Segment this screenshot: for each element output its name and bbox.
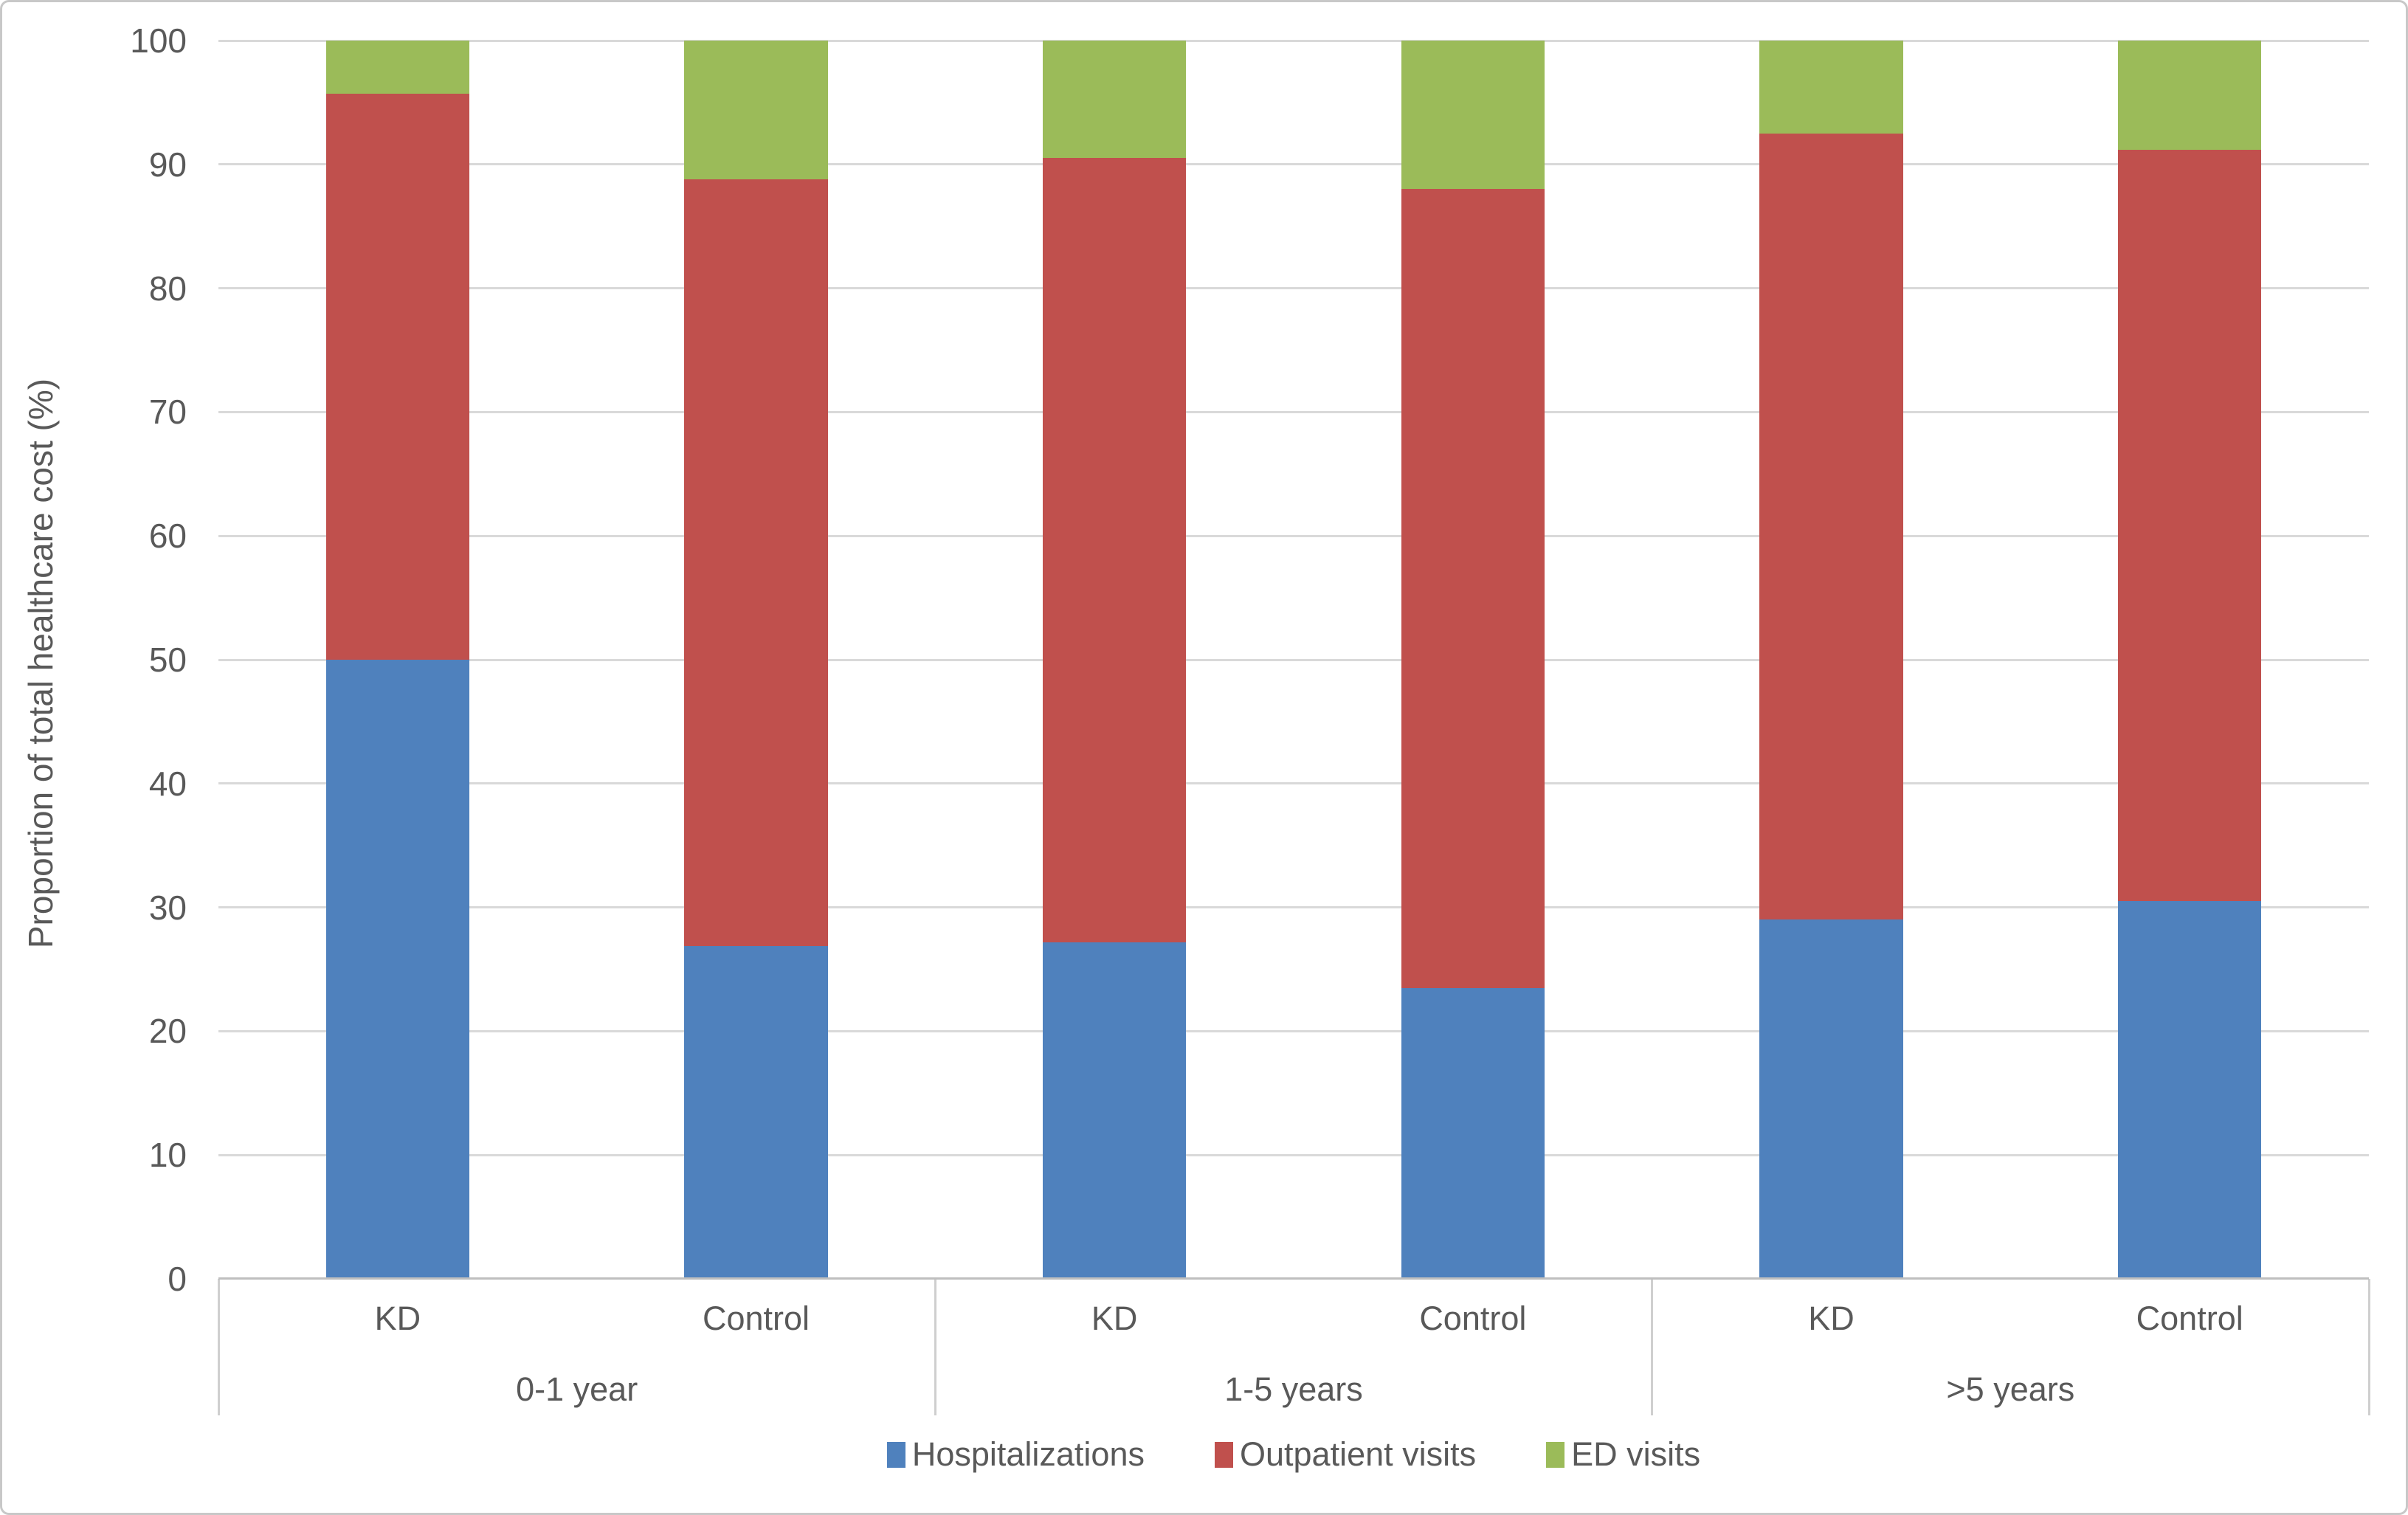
legend-item-outpatient-visits: Outpatient visits <box>1214 1435 1477 1474</box>
gridline-20 <box>218 1029 2369 1032</box>
bar-segment-gt-5-years-control-hospitalizations <box>2118 901 2262 1279</box>
gridline-40 <box>218 782 2369 785</box>
bar-segment-0-1-year-kd-hospitalizations <box>325 660 469 1279</box>
legend-item-hospitalizations: Hospitalizations <box>886 1435 1145 1474</box>
y-tick-label-0: 0 <box>168 1260 187 1298</box>
bar-slot-0-1-year-control-1 <box>577 41 936 1279</box>
bar-slot-gt-5-years-control-5 <box>2010 41 2369 1279</box>
bar-segment-0-1-year-control-hospitalizations <box>684 945 828 1279</box>
y-tick-label-90: 90 <box>148 145 187 184</box>
axis-group-separator-3 <box>2367 1279 2370 1415</box>
category-label-0-1-year-kd: KD <box>374 1300 421 1337</box>
bar-segment-1-5-years-control-hospitalizations <box>1401 987 1545 1279</box>
bar-slot-1-5-years-control-3 <box>1294 41 1652 1279</box>
bar-segment-gt-5-years-kd-outpatient-visits <box>1759 133 1903 920</box>
bar-slot-1-5-years-kd-2 <box>935 41 1294 1279</box>
legend-label-outpatient-visits: Outpatient visits <box>1239 1435 1477 1473</box>
gridline-80 <box>218 287 2369 290</box>
bar-segment-0-1-year-control-ed-visits <box>684 41 828 179</box>
bar-slot-gt-5-years-kd-4 <box>1652 41 2011 1279</box>
legend-label-ed-visits: ED visits <box>1571 1435 1701 1473</box>
legend-swatch-ed-visits <box>1546 1441 1565 1468</box>
bar-segment-0-1-year-control-outpatient-visits <box>684 179 828 946</box>
y-tick-label-70: 70 <box>148 393 187 432</box>
y-tick-label-80: 80 <box>148 269 187 308</box>
y-tick-label-10: 10 <box>148 1136 187 1175</box>
stacked-bar-0-1-year-control <box>684 41 828 1279</box>
stacked-bar-1-5-years-kd <box>1043 41 1187 1279</box>
gridline-100 <box>218 39 2369 42</box>
category-label-gt-5-years-kd: KD <box>1808 1300 1855 1337</box>
y-tick-label-30: 30 <box>148 888 187 927</box>
y-axis-tick-labels: 0 10 20 30 40 50 60 70 80 90 100 <box>2 21 187 1298</box>
category-label-gt-5-years-control: Control <box>2136 1300 2243 1337</box>
gridline-10 <box>218 1153 2369 1156</box>
category-label-0-1-year-control: Control <box>702 1300 810 1337</box>
plot-area <box>218 39 2369 1279</box>
stacked-bar-1-5-years-control <box>1401 41 1545 1279</box>
bar-segment-1-5-years-control-outpatient-visits <box>1401 189 1545 988</box>
gridline-70 <box>218 410 2369 413</box>
category-label-row: KD Control KD Control KD Control <box>218 1298 2369 1339</box>
x-axis-line <box>218 1277 2369 1280</box>
stacked-bar-gt-5-years-kd <box>1759 41 1903 1279</box>
legend-swatch-outpatient-visits <box>1214 1441 1233 1468</box>
bar-segment-0-1-year-kd-ed-visits <box>325 41 469 94</box>
gridline-60 <box>218 534 2369 537</box>
category-label-1-5-years-kd: KD <box>1091 1300 1138 1337</box>
legend-item-ed-visits: ED visits <box>1546 1435 1700 1474</box>
stacked-bar-gt-5-years-control <box>2118 41 2262 1279</box>
legend: Hospitalizations Outpatient visits ED visi… <box>218 1428 2369 1481</box>
bar-segment-1-5-years-kd-outpatient-visits <box>1043 158 1187 942</box>
bar-segment-0-1-year-kd-outpatient-visits <box>325 94 469 660</box>
gridline-30 <box>218 906 2369 909</box>
bars-container <box>218 41 2369 1279</box>
gridline-90 <box>218 163 2369 166</box>
group-label-gt-5-years: >5 years <box>1946 1370 2075 1408</box>
y-tick-label-60: 60 <box>148 517 187 556</box>
bar-segment-1-5-years-control-ed-visits <box>1401 41 1545 190</box>
bar-segment-gt-5-years-kd-ed-visits <box>1759 41 1903 134</box>
bar-segment-1-5-years-kd-ed-visits <box>1043 41 1187 159</box>
category-label-1-5-years-control: Control <box>1419 1300 1527 1337</box>
group-label-row: 0-1 year 1-5 years >5 years <box>218 1369 2369 1410</box>
y-tick-label-100: 100 <box>130 21 187 60</box>
axis-group-separator-2 <box>1651 1279 1654 1415</box>
group-label-0-1-year: 0-1 year <box>516 1370 638 1408</box>
axis-group-separator-1 <box>934 1279 936 1415</box>
gridline-50 <box>218 658 2369 661</box>
axis-group-separator-0 <box>217 1279 220 1415</box>
bar-segment-gt-5-years-control-ed-visits <box>2118 41 2262 150</box>
bar-segment-1-5-years-kd-hospitalizations <box>1043 942 1187 1279</box>
y-tick-label-50: 50 <box>148 641 187 679</box>
bar-segment-gt-5-years-kd-hospitalizations <box>1759 919 1903 1279</box>
stacked-bar-0-1-year-kd <box>325 41 469 1279</box>
group-label-1-5-years: 1-5 years <box>1224 1370 1363 1408</box>
y-tick-label-40: 40 <box>148 764 187 803</box>
bar-segment-gt-5-years-control-outpatient-visits <box>2118 149 2262 902</box>
legend-swatch-hospitalizations <box>886 1441 905 1468</box>
y-tick-label-20: 20 <box>148 1012 187 1051</box>
bar-slot-0-1-year-kd-0 <box>218 41 577 1279</box>
legend-label-hospitalizations: Hospitalizations <box>911 1435 1145 1473</box>
